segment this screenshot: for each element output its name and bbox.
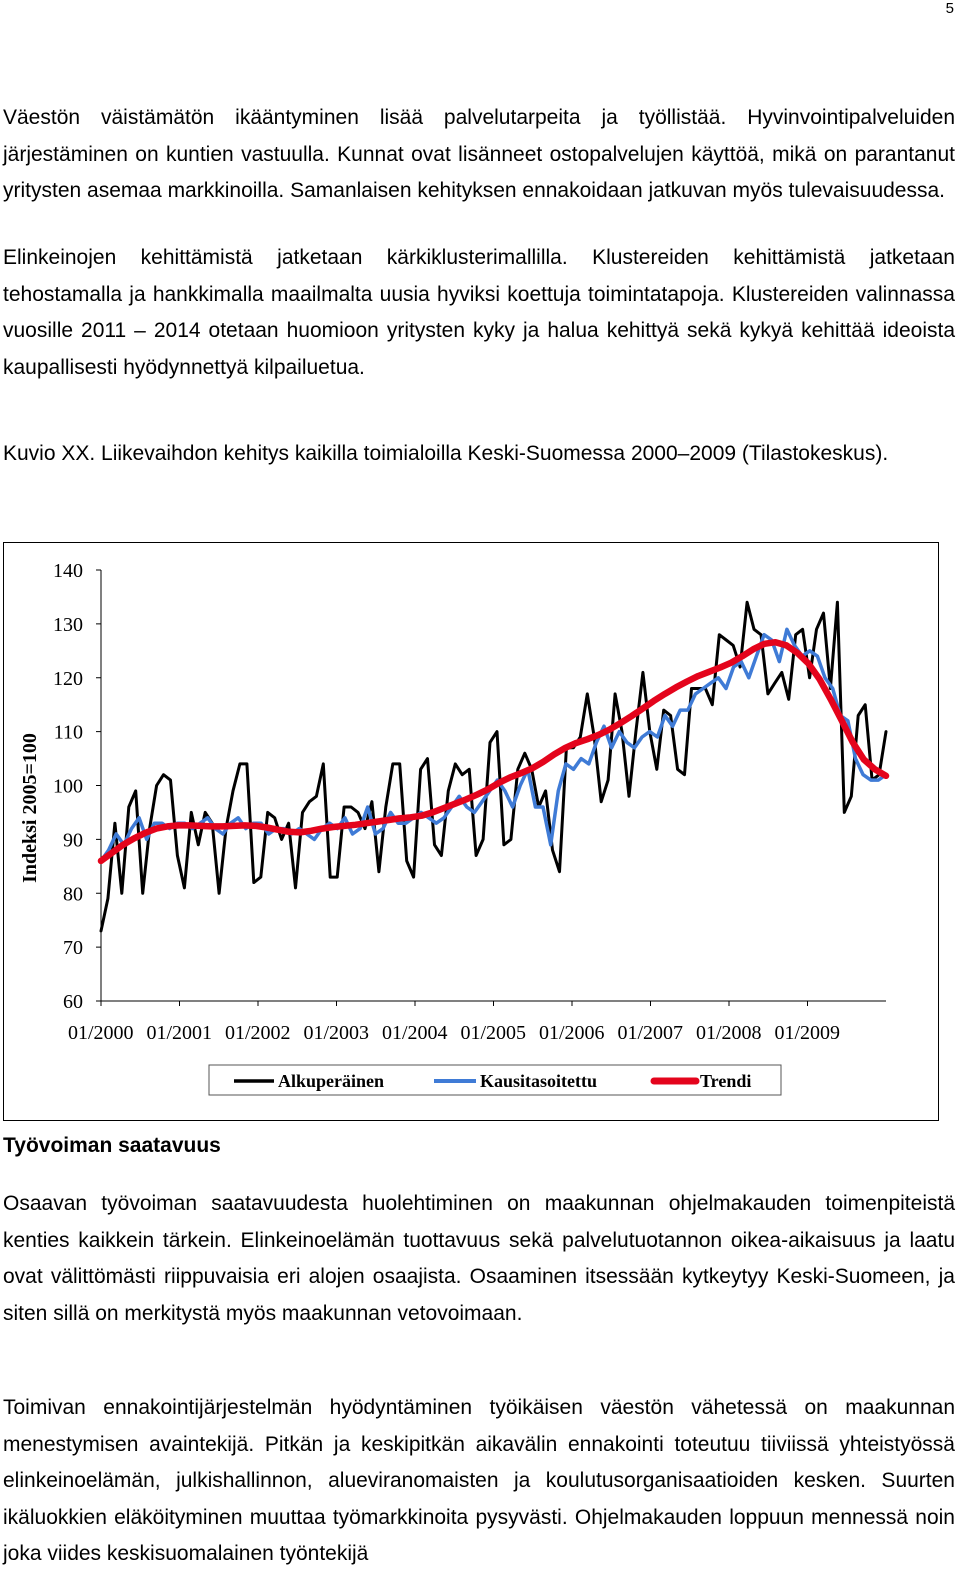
y-tick-label: 120 bbox=[53, 668, 83, 690]
series-line-alkuperinen bbox=[99, 600, 888, 933]
y-tick-label: 80 bbox=[63, 883, 83, 905]
y-axis-label: Indeksi 2005=100 bbox=[19, 733, 41, 883]
y-tick-label: 100 bbox=[53, 776, 83, 798]
x-ticks: 01/2000 01/2001 01/2002 01/2003 01/2004 01/20… bbox=[68, 1001, 840, 1044]
x-tick-label: 01/2001 bbox=[147, 1022, 213, 1044]
y-tick-label: 90 bbox=[63, 829, 83, 851]
section-heading: Työvoiman saatavuus bbox=[3, 1134, 221, 1157]
page-number: 5 bbox=[945, 0, 954, 17]
series-group bbox=[97, 600, 890, 933]
y-axis-label-group: Indeksi 2005=100 bbox=[19, 733, 41, 883]
x-tick-label: 01/2008 bbox=[696, 1022, 762, 1044]
y-tick-label: 60 bbox=[63, 991, 83, 1013]
x-tick-label: 01/2009 bbox=[775, 1022, 841, 1044]
x-tick-label: 01/2006 bbox=[539, 1022, 605, 1044]
y-tick-label: 140 bbox=[53, 560, 83, 582]
paragraph-4: Toimivan ennakointijärjestelmän hyödyntä… bbox=[3, 1396, 955, 1565]
legend-label-kausitasoitettu: Kausitasoitettu bbox=[480, 1071, 597, 1091]
chart-frame: Indeksi 2005=100 60 70 80 90 100 110 120 130 140… bbox=[3, 542, 939, 1121]
y-tick-label: 130 bbox=[53, 614, 83, 636]
x-tick-label: 01/2005 bbox=[461, 1022, 527, 1044]
legend-label-alkuperainen: Alkuperäinen bbox=[278, 1071, 384, 1091]
x-tick-label: 01/2000 bbox=[68, 1022, 134, 1044]
x-tick-label: 01/2002 bbox=[225, 1022, 291, 1044]
paragraph-1: Väestön väistämätön ikääntyminen lisää p… bbox=[3, 106, 955, 202]
line-chart: Indeksi 2005=100 60 70 80 90 100 110 120 130 140… bbox=[19, 560, 890, 1096]
legend: Alkuperäinen Kausitasoitettu Trendi bbox=[208, 1064, 782, 1096]
paragraph-3: Osaavan työvoiman saatavuudesta huolehti… bbox=[3, 1192, 955, 1325]
paragraph-2: Elinkeinojen kehittämistä jatketaan kärk… bbox=[3, 246, 955, 379]
figure-caption: Kuvio XX. Liikevaihdon kehitys kaikilla … bbox=[3, 442, 889, 465]
y-ticks: 60 70 80 90 100 110 120 130 140 bbox=[53, 560, 101, 1013]
x-tick-label: 01/2007 bbox=[618, 1022, 684, 1044]
y-tick-label: 70 bbox=[63, 937, 83, 959]
x-tick-label: 01/2004 bbox=[382, 1022, 448, 1044]
legend-label-trendi: Trendi bbox=[700, 1071, 751, 1091]
series-line-trendi bbox=[97, 638, 890, 865]
x-tick-label: 01/2003 bbox=[304, 1022, 370, 1044]
y-tick-label: 110 bbox=[54, 722, 83, 744]
